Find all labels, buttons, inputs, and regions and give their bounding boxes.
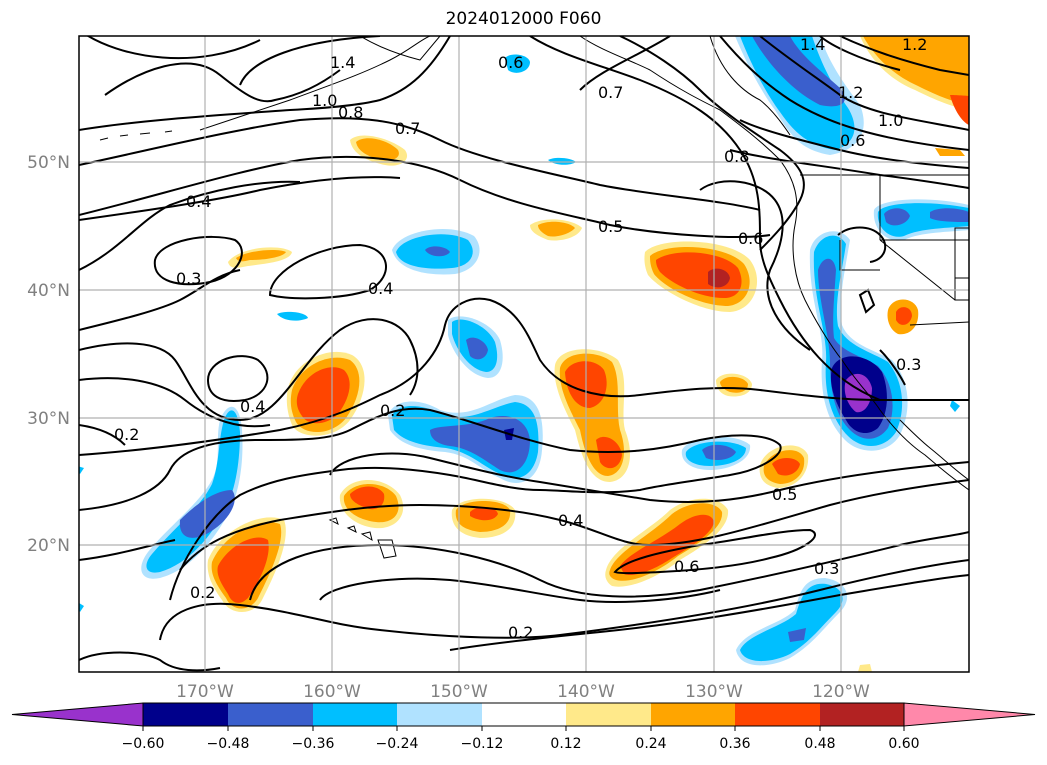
contour-label: 0.8 [724,147,749,166]
longitude-axis: 170°W 160°W 150°W 140°W 130°W 120°W [176,682,870,702]
longitude-label: 170°W [176,682,234,702]
colorbar-segment [820,703,904,726]
contour-label: 0.5 [772,485,797,504]
longitude-label: 120°W [812,682,870,702]
colorbar: −0.60 −0.48 −0.36 −0.24 −0.12 0.12 0.24 … [11,702,1036,752]
colorbar-tick-label: 0.24 [635,736,666,752]
colorbar-segment [313,703,397,726]
colorbar-tick-label: 0.36 [719,736,750,752]
longitude-label: 150°W [430,682,488,702]
latitude-label: 20°N [27,536,70,556]
colorbar-extend-max [903,702,1036,727]
colorbar-segment [735,703,820,726]
contour-label: 0.4 [186,192,211,211]
colorbar-segment [143,703,228,726]
colorbar-tick-label: 0.60 [888,736,919,752]
longitude-label: 130°W [685,682,743,702]
contour-label: 0.3 [896,355,921,374]
contour-label: 0.4 [558,511,583,530]
contour-label: 0.2 [508,623,533,642]
latitude-label: 30°N [27,409,70,429]
contour-label-group: 1.4 1.0 0.8 0.7 0.6 0.7 1.4 1.2 1.2 1.0 … [114,35,927,642]
contour-label: 1.4 [800,35,825,54]
contour-label: 0.6 [738,229,763,248]
colorbar-tick-label: 0.12 [550,736,581,752]
longitude-label: 140°W [557,682,615,702]
colorbar-tick-label: 0.48 [804,736,835,752]
contour-label: 1.0 [312,91,337,110]
map-title: 2024012000 F060 [445,9,602,29]
colorbar-segment [228,703,313,726]
contour-label: 0.2 [190,583,215,602]
contour-label: 0.6 [674,557,699,576]
map-frame [78,35,970,673]
contour-label: 1.2 [838,83,863,102]
longitude-label: 160°W [303,682,361,702]
contour-label: 0.5 [598,217,623,236]
contour-label: 0.3 [176,269,201,288]
colorbar-tick-label: −0.24 [376,736,419,752]
contour-label: 0.4 [368,279,393,298]
colorbar-segment [482,703,566,726]
coastlines [99,36,969,559]
colorbar-tick-label: −0.48 [207,736,250,752]
latitude-axis: 50°N 40°N 30°N 20°N [27,153,70,556]
contour-label: 1.0 [878,111,903,130]
colorbar-extend-min [11,702,144,727]
gridlines [79,36,969,672]
contour-label: 0.6 [498,53,523,72]
colorbar-tick-label: −0.60 [122,736,165,752]
contour-label: 0.8 [338,103,363,122]
contour-label: 0.2 [380,401,405,420]
colorbar-tick-label: −0.12 [461,736,504,752]
colorbar-segment [397,703,482,726]
contour-label: 0.2 [114,425,139,444]
contour-label: 0.6 [840,131,865,150]
contour-label: 0.3 [814,559,839,578]
colorbar-segment [651,703,735,726]
colorbar-tick-label: −0.36 [292,736,335,752]
colorbar-outline [142,702,905,727]
contour-label: 0.7 [598,83,623,102]
latitude-label: 50°N [27,153,70,173]
colorbar-segment [566,703,651,726]
latitude-label: 40°N [27,281,70,301]
contour-label: 1.2 [902,35,927,54]
anomaly-shading [79,36,969,672]
contour-label: 1.4 [330,53,355,72]
contour-label: 0.7 [395,119,420,138]
contour-label: 0.4 [240,397,265,416]
